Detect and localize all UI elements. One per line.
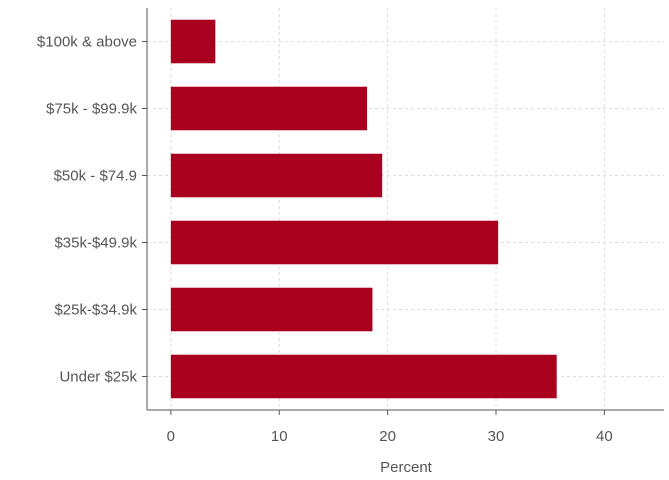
y-tick-label-3: $35k-$49.9k xyxy=(54,235,137,252)
y-tick-label-1: $75k - $99.9k xyxy=(46,101,137,118)
y-tick-label-2: $50k - $74.9 xyxy=(54,168,137,185)
x-axis-title: Percent xyxy=(380,459,433,476)
bar-3 xyxy=(170,220,499,265)
bar-2 xyxy=(170,153,383,198)
x-tick-label-1: 10 xyxy=(271,428,288,445)
y-tick-label-4: $25k-$34.9k xyxy=(54,302,137,319)
x-tick-label-0: 0 xyxy=(167,428,175,445)
axes: $100k & above $75k - $99.9k $50k - $74.9 $3… xyxy=(37,8,664,445)
bar-4 xyxy=(170,287,373,332)
y-tick-label-5: Under $25k xyxy=(59,369,137,386)
x-tick-label-2: 20 xyxy=(379,428,396,445)
bar-1 xyxy=(170,86,368,131)
x-tick-label-3: 30 xyxy=(488,428,505,445)
bars xyxy=(170,19,557,399)
y-tick-label-0: $100k & above xyxy=(37,34,137,51)
grid-lines xyxy=(147,8,664,410)
bar-0 xyxy=(170,19,216,64)
bar-5 xyxy=(170,354,557,399)
x-tick-label-4: 40 xyxy=(596,428,613,445)
